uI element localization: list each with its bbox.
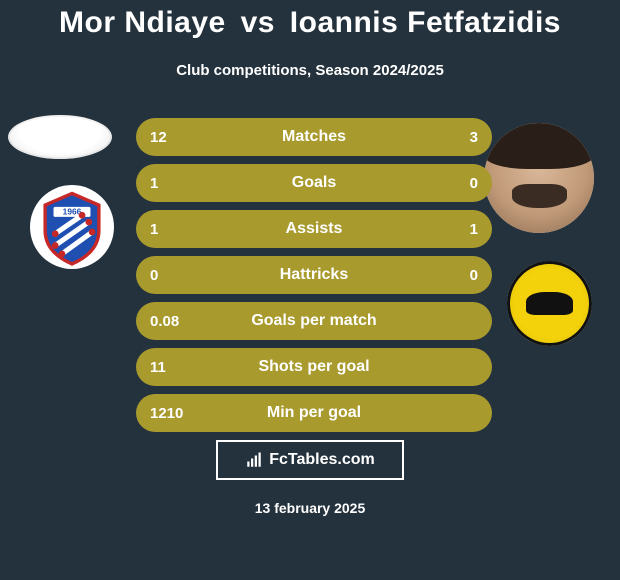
face-icon (484, 123, 594, 233)
stat-bar: 1210 Min per goal (136, 394, 492, 432)
stat-bar: 1 Assists 1 (136, 210, 492, 248)
infographic-canvas: Mor Ndiaye vs Ioannis Fetfatzidis Club c… (0, 0, 620, 580)
stat-right-value: 3 (456, 118, 492, 156)
stat-label: Assists (136, 210, 492, 248)
stat-right-value: 0 (456, 256, 492, 294)
stat-bar: 12 Matches 3 (136, 118, 492, 156)
title: Mor Ndiaye vs Ioannis Fetfatzidis (0, 6, 620, 40)
stat-right-value: 0 (456, 164, 492, 202)
player1-name: Mor Ndiaye (59, 6, 226, 39)
stat-bar: 0.08 Goals per match (136, 302, 492, 340)
shield-icon (507, 261, 592, 346)
shield-icon: 1966 (30, 185, 114, 269)
player1-club-crest: 1966 (30, 185, 114, 269)
stat-right-value (464, 394, 492, 432)
stat-right-value: 1 (456, 210, 492, 248)
stat-label: Hattricks (136, 256, 492, 294)
stat-label: Shots per goal (136, 348, 492, 386)
stat-right-value (464, 302, 492, 340)
stat-bar: 1 Goals 0 (136, 164, 492, 202)
stat-label: Goals per match (136, 302, 492, 340)
title-separator: vs (235, 6, 281, 39)
brand-box: FcTables.com (216, 440, 404, 480)
stat-bars: 12 Matches 3 1 Goals 0 1 Assists 1 0 Hat… (136, 118, 492, 440)
chart-icon (245, 451, 263, 469)
stat-bar: 11 Shots per goal (136, 348, 492, 386)
brand-label: FcTables.com (269, 451, 375, 469)
player1-avatar-placeholder (8, 115, 112, 159)
stat-bar: 0 Hattricks 0 (136, 256, 492, 294)
subtitle: Club competitions, Season 2024/2025 (0, 62, 620, 79)
stat-label: Min per goal (136, 394, 492, 432)
stat-label: Matches (136, 118, 492, 156)
player2-name: Ioannis Fetfatzidis (290, 6, 561, 39)
footer-date: 13 february 2025 (0, 500, 620, 516)
stat-label: Goals (136, 164, 492, 202)
player2-avatar-placeholder (484, 123, 594, 233)
stat-right-value (464, 348, 492, 386)
player2-club-crest (507, 261, 592, 346)
